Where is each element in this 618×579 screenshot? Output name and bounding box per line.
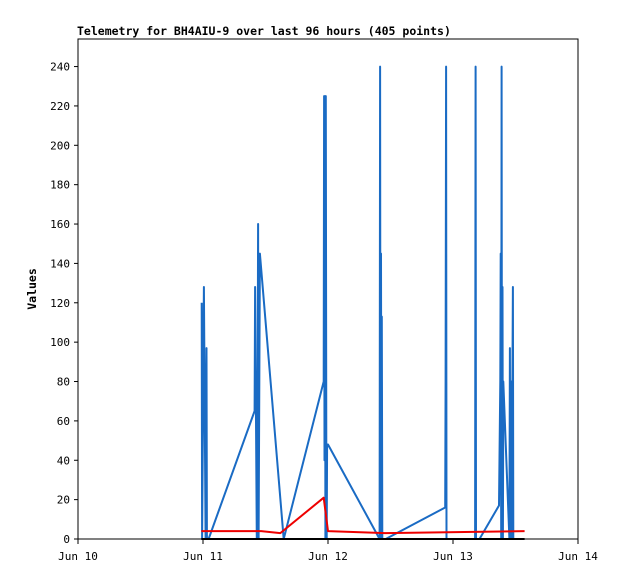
x-tick-label: Jun 12: [308, 550, 348, 563]
series-line-1: [201, 496, 525, 535]
y-tick-label: 60: [57, 415, 70, 428]
y-tick-label: 240: [50, 61, 70, 74]
y-tick-label: 20: [57, 494, 70, 507]
y-tick-label: 180: [50, 179, 70, 192]
x-tick-label: Jun 10: [58, 550, 98, 563]
y-tick-label: 100: [50, 336, 70, 349]
y-tick-label: 220: [50, 100, 70, 113]
y-tick-label: 200: [50, 139, 70, 152]
y-tick-label: 40: [57, 454, 70, 467]
y-axis: 0 20 40 60 80 100 120 140 160 180 200 220 240: [50, 61, 78, 546]
y-tick-label: 80: [57, 376, 70, 389]
y-tick-label: 160: [50, 218, 70, 231]
x-tick-label: Jun 14: [558, 550, 598, 563]
series-layer: [200, 65, 525, 540]
y-tick-label: 120: [50, 297, 70, 310]
chart-title: Telemetry for BH4AIU-9 over last 96 hour…: [77, 24, 451, 38]
series-line-2: [200, 65, 516, 540]
x-axis: Jun 10 Jun 11 Jun 12 Jun 13 Jun 14: [58, 539, 598, 563]
y-axis-label: Values: [25, 268, 39, 310]
x-tick-label: Jun 11: [183, 550, 223, 563]
y-tick-label: 0: [63, 533, 70, 546]
x-tick-label: Jun 13: [433, 550, 473, 563]
y-tick-label: 140: [50, 257, 70, 270]
